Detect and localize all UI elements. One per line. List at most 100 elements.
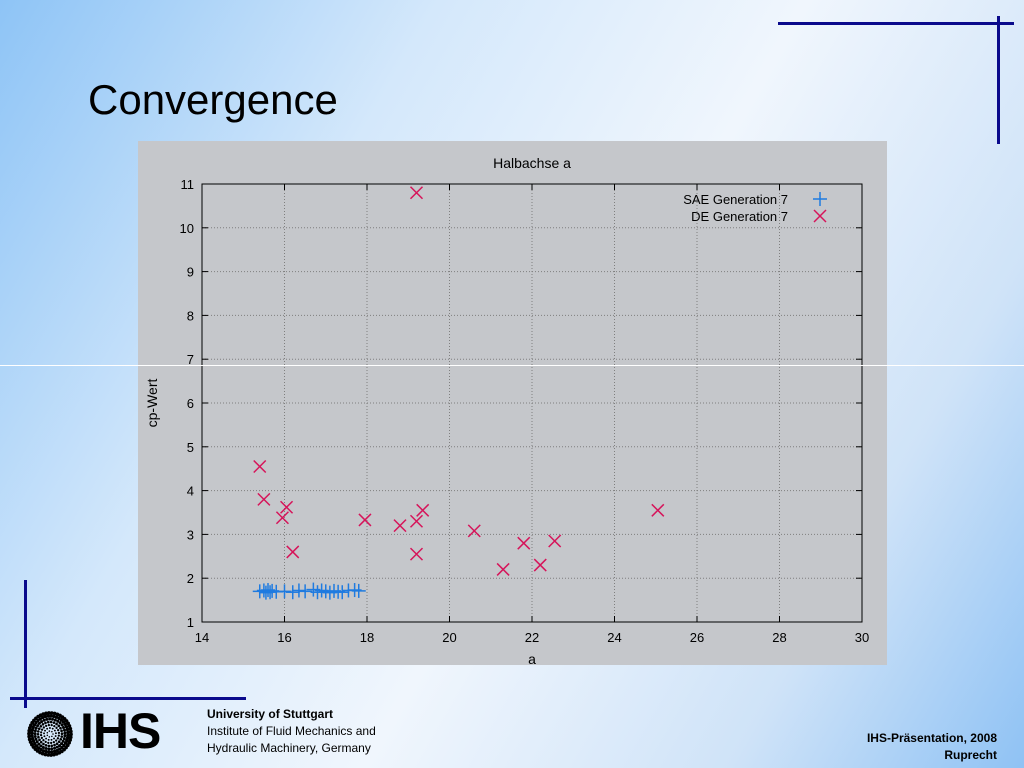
logo-dot	[27, 728, 32, 733]
logo-dot	[39, 744, 43, 748]
y-tick-label: 4	[187, 484, 194, 499]
logo-dot	[59, 726, 62, 730]
institute-line-1: Institute of Fluid Mechanics and	[207, 724, 376, 738]
logo-dot	[33, 742, 37, 746]
logo-dot	[46, 734, 49, 737]
logo-dot	[42, 726, 45, 729]
logo-dot	[60, 735, 64, 738]
logo-dot	[57, 740, 61, 744]
data-point-de	[275, 511, 289, 525]
logo-dot	[47, 747, 51, 751]
bottom-vertical-rule	[24, 580, 27, 708]
slide-title: Convergence	[88, 76, 338, 123]
y-tick-label: 3	[187, 527, 194, 542]
logo-dot	[55, 748, 59, 753]
x-tick-label: 22	[525, 630, 539, 645]
ihs-logo-icon	[27, 711, 73, 757]
logo-dot	[52, 733, 54, 735]
data-point-de	[286, 545, 300, 559]
y-tick-label: 2	[187, 571, 194, 586]
logo-dot	[68, 726, 73, 731]
data-point-de	[409, 186, 424, 200]
logo-dot	[51, 735, 53, 738]
logo-dot	[40, 736, 44, 739]
y-tick-label: 7	[187, 352, 194, 367]
scatter-chart: 14 16 18 20 22 24 26 28 30 1 2 3 4 5 6 7 8 9 10 11 Halbachse…	[138, 141, 887, 665]
logo-dot	[57, 724, 61, 728]
logo-dot	[53, 737, 55, 740]
logo-dot	[36, 724, 40, 728]
x-tick-label: 14	[195, 630, 209, 645]
logo-dot	[46, 731, 49, 734]
logo-dot	[48, 717, 52, 721]
logo-dot	[49, 711, 54, 715]
logo-dot	[33, 734, 37, 738]
logo-dot	[48, 727, 51, 729]
logo-dot	[59, 737, 63, 741]
logo-dot	[46, 727, 49, 730]
bottom-horizontal-rule	[10, 697, 246, 700]
logo-dot	[34, 726, 38, 730]
logo-dot	[52, 752, 56, 757]
logo-dot	[63, 734, 67, 738]
logo-dot	[56, 737, 60, 740]
x-tick-label: 26	[690, 630, 704, 645]
logo-dot	[39, 734, 43, 737]
logo-dot	[63, 731, 67, 735]
logo-dot	[33, 732, 37, 736]
logo-dot	[50, 750, 54, 754]
y-tick-label: 6	[187, 396, 194, 411]
y-tick-label: 8	[187, 308, 194, 323]
legend-entry: SAE Generation 7	[683, 192, 788, 207]
logo-dot	[53, 743, 56, 747]
logo-dot	[63, 722, 67, 726]
logo-dot	[40, 731, 43, 734]
logo-dot	[50, 747, 54, 751]
logo-dot	[42, 739, 45, 742]
logo-dot	[38, 738, 41, 742]
logo-dot	[58, 721, 62, 725]
logo-dot	[57, 716, 61, 721]
x-tick-label: 24	[607, 630, 621, 645]
logo-dot	[27, 737, 32, 742]
y-tick-label: 1	[187, 615, 194, 630]
logo-dot	[48, 736, 51, 738]
logo-dot	[55, 745, 59, 749]
logo-dot	[52, 749, 57, 754]
logo-dot	[54, 715, 59, 719]
logo-dot	[46, 720, 50, 724]
logo-dot	[42, 742, 45, 746]
logo-dot	[62, 728, 66, 732]
logo-dot	[62, 737, 66, 741]
logo-dot	[56, 729, 60, 732]
logo-dot	[55, 739, 58, 742]
data-point-de	[280, 500, 294, 514]
x-tick-label: 16	[277, 630, 291, 645]
logo-dot	[34, 737, 38, 741]
logo-dot	[43, 732, 45, 735]
x-tick-label: 28	[772, 630, 786, 645]
logo-dot	[41, 745, 45, 749]
top-horizontal-rule	[778, 22, 1014, 25]
logo-dot	[50, 724, 53, 727]
logo-dot	[31, 725, 35, 730]
chart-canvas: 14 16 18 20 22 24 26 28 30 1 2 3 4 5 6 7 8 9 10 11 Halbachse…	[144, 155, 869, 665]
y-tick-label: 5	[187, 440, 194, 455]
x-axis-label: a	[528, 651, 536, 665]
logo-dot	[47, 738, 50, 741]
logo-dot	[43, 714, 48, 719]
logo-dot	[50, 744, 54, 748]
logo-dot	[53, 729, 56, 732]
logo-dot	[50, 741, 53, 745]
institute-line-2: Hydraulic Machinery, Germany	[207, 741, 371, 755]
logo-dot	[65, 727, 70, 732]
logo-dot	[55, 726, 58, 729]
logo-dot	[39, 740, 43, 744]
data-point-de	[253, 459, 267, 474]
logo-dot	[52, 721, 56, 724]
logo-dot	[57, 731, 61, 734]
legend-marker	[813, 209, 827, 223]
logo-dot	[37, 727, 41, 731]
logo-dot	[58, 747, 62, 751]
y-tick-label: 9	[187, 265, 194, 280]
